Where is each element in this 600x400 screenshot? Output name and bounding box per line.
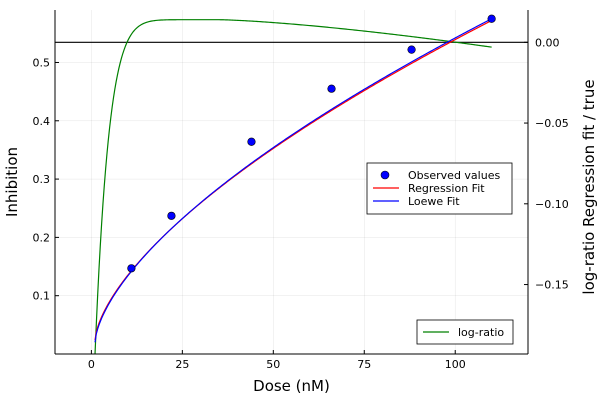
legend-log-ratio-label: log-ratio bbox=[458, 326, 504, 339]
y-right-tick-label: −0.05 bbox=[535, 117, 569, 130]
x-axis-title: Dose (nM) bbox=[253, 377, 330, 395]
x-tick-label: 100 bbox=[445, 358, 466, 371]
log-ratio-line bbox=[94, 19, 492, 355]
y-left-tick-label: 0.3 bbox=[33, 173, 51, 186]
legend-loewe-label: Loewe Fit bbox=[408, 195, 460, 208]
y-right-tick-label: 0.00 bbox=[535, 36, 560, 49]
y-left-tick-label: 0.1 bbox=[33, 290, 51, 303]
y-left-tick-label: 0.5 bbox=[33, 56, 51, 69]
observed-point bbox=[127, 264, 136, 273]
y-left-tick-label: 0.4 bbox=[33, 115, 51, 128]
series-layer bbox=[55, 14, 528, 355]
axes-layer: 0 25 50 75 100 0.1 0.2 0.3 0.4 0.5 0.00 −0.05 −0.10 −… bbox=[3, 10, 598, 395]
y-right-tick-label: −0.10 bbox=[535, 198, 569, 211]
x-tick-label: 50 bbox=[266, 358, 280, 371]
loewe-fit-line bbox=[94, 18, 492, 343]
observed-point bbox=[247, 137, 256, 146]
observed-point bbox=[487, 14, 496, 23]
legend-observed-label: Observed values bbox=[408, 169, 500, 182]
x-tick-label: 0 bbox=[88, 358, 95, 371]
y-right-axis-title: log-ratio Regression fit / true bbox=[580, 79, 598, 294]
legend-observed-marker bbox=[380, 170, 390, 180]
y-left-tick-label: 0.2 bbox=[33, 231, 51, 244]
x-tick-label: 25 bbox=[175, 358, 189, 371]
observed-point bbox=[167, 211, 176, 220]
legend-regression-label: Regression Fit bbox=[408, 182, 485, 195]
observed-point bbox=[407, 45, 416, 54]
y-right-tick-label: −0.15 bbox=[535, 279, 569, 292]
observed-point bbox=[327, 84, 336, 93]
y-left-axis-title: Inhibition bbox=[3, 147, 21, 217]
x-tick-label: 75 bbox=[357, 358, 371, 371]
